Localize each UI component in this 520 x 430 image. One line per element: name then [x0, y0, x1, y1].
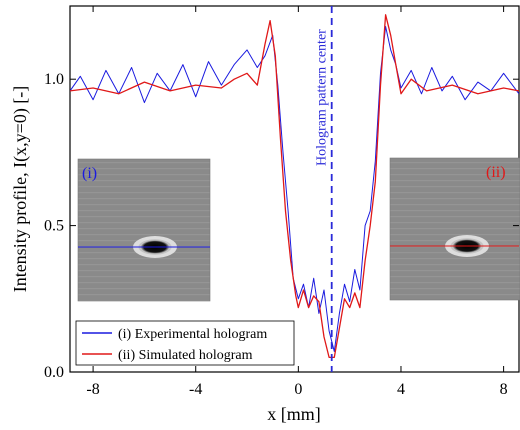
series-line-simulated [70, 14, 519, 359]
inset-image-ii [389, 157, 520, 301]
legend: (i) Experimental hologram (ii) Simulated… [75, 320, 295, 366]
x-tick-label: 4 [397, 381, 405, 398]
inset-simulated-hologram: (ii) [389, 157, 520, 301]
x-tick-label: 0 [294, 381, 302, 398]
inset-label-i: (i) [82, 165, 97, 182]
x-axis-title: x [mm] [267, 404, 321, 424]
legend-box [75, 320, 295, 366]
x-tick-label: -4 [189, 381, 202, 398]
inset-image-i [77, 158, 211, 302]
inset-experimental-hologram: (i) [77, 158, 211, 302]
legend-label-experimental: (i) Experimental hologram [118, 327, 267, 342]
y-tick-label: 0.0 [44, 364, 64, 381]
y-axis-title: Intensity profile, I(x,y=0) [-] [10, 86, 31, 293]
hologram-center-label: Hologram pattern center [315, 29, 330, 166]
x-tick-label: 8 [500, 381, 508, 398]
series-line-experimental [70, 26, 519, 352]
y-tick-label: 1.0 [44, 71, 64, 88]
x-tick-label: -8 [86, 381, 99, 398]
y-tick-label: 0.5 [44, 218, 64, 235]
axis-ticks: -8 -4 0 4 8 0.0 0.5 1.0 [44, 6, 519, 398]
center-line-group: Hologram pattern center [315, 6, 333, 372]
series-group [70, 14, 519, 359]
inset-label-ii: (ii) [486, 164, 506, 181]
legend-label-simulated: (ii) Simulated hologram [118, 348, 253, 363]
